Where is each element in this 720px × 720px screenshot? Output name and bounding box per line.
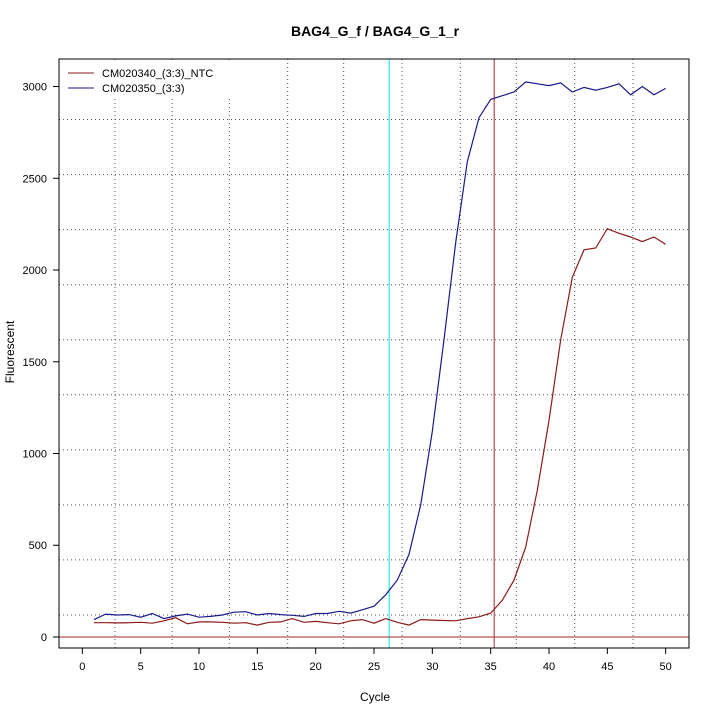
x-tick-label: 30 (426, 661, 438, 673)
legend-entry-ntc: CM020340_(3:3)_NTC (102, 68, 213, 80)
x-tick-label: 25 (368, 661, 380, 673)
plot-frame (58, 58, 690, 649)
series-lines (93, 81, 667, 626)
y-axis-label: Fluorescent (3, 320, 17, 383)
chart-title: BAG4_G_f / BAG4_G_1_r (291, 23, 460, 39)
x-tick-label: 0 (79, 661, 85, 673)
y-tick-label: 500 (29, 540, 47, 552)
y-tick-label: 1000 (23, 449, 47, 461)
y-tick-label: 2000 (23, 265, 47, 277)
grid (59, 59, 689, 648)
vertical-lines (59, 59, 689, 648)
y-tick-label: 1500 (23, 357, 47, 369)
x-tick-label: 10 (193, 661, 205, 673)
x-tick-label: 50 (660, 661, 672, 673)
y-axis: 0 500 1000 1500 2000 2500 3000 (23, 82, 59, 644)
legend-entry-sample: CM020350_(3:3) (102, 83, 185, 95)
y-tick-label: 0 (41, 632, 47, 644)
x-axis: 0 5 10 15 20 25 30 35 40 45 50 (79, 648, 672, 673)
series-line-1 (93, 81, 666, 621)
x-tick-label: 15 (251, 661, 263, 673)
x-axis-label: Cycle (360, 690, 390, 704)
x-tick-label: 40 (543, 661, 555, 673)
series-line-0 (94, 227, 667, 626)
x-tick-label: 45 (601, 661, 613, 673)
x-tick-label: 20 (310, 661, 322, 673)
x-tick-label: 5 (138, 661, 144, 673)
y-tick-label: 3000 (23, 82, 47, 94)
y-tick-label: 2500 (23, 173, 47, 185)
legend-box (60, 60, 238, 96)
x-tick-label: 35 (485, 661, 497, 673)
legend: CM020340_(3:3)_NTC CM020350_(3:3) (60, 60, 238, 96)
